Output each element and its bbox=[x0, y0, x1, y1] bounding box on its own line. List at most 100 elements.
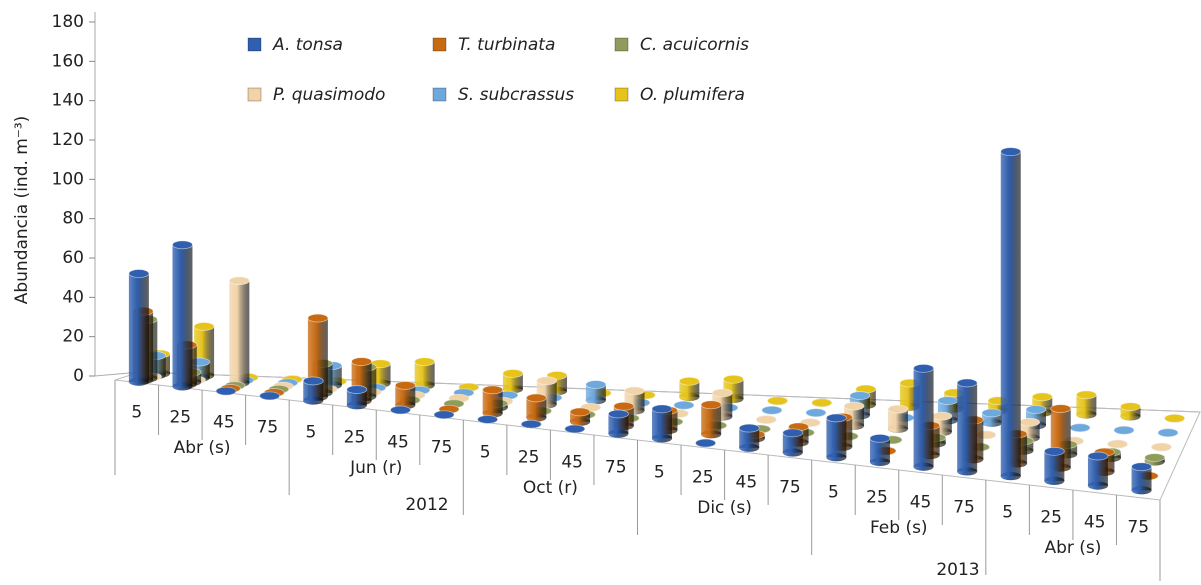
bar-body bbox=[414, 361, 435, 386]
bar bbox=[1164, 413, 1186, 423]
bar bbox=[215, 386, 237, 396]
legend-label: P. quasimodo bbox=[273, 85, 385, 105]
bar-body bbox=[1044, 451, 1065, 481]
bar-top bbox=[843, 401, 865, 411]
legend-swatch bbox=[247, 87, 262, 102]
x-tick-label: 5 bbox=[654, 463, 665, 483]
bar-top bbox=[525, 393, 547, 403]
bar bbox=[1157, 428, 1179, 438]
x-tick-label: 45 bbox=[1084, 513, 1106, 533]
bar bbox=[128, 269, 150, 386]
x-tick-label: 75 bbox=[953, 498, 975, 518]
bar bbox=[1144, 453, 1166, 466]
bar bbox=[228, 276, 250, 388]
bar bbox=[477, 415, 499, 424]
bar-body bbox=[395, 385, 416, 406]
x-tick-label: 45 bbox=[213, 413, 235, 433]
bar-top bbox=[782, 428, 804, 438]
bar-top bbox=[811, 398, 833, 408]
bar-body bbox=[679, 381, 700, 397]
bar bbox=[394, 381, 416, 410]
y-tick-label: 40 bbox=[62, 287, 84, 307]
x-tick-label: 45 bbox=[910, 493, 932, 513]
bar-top bbox=[624, 386, 645, 396]
bar-top bbox=[956, 378, 978, 388]
bar-body bbox=[128, 273, 149, 382]
bar-top bbox=[1019, 417, 1041, 427]
bar-top bbox=[520, 419, 542, 429]
bar bbox=[981, 408, 1003, 427]
bar-top bbox=[215, 386, 237, 396]
legend-label: C. acuicornis bbox=[640, 35, 749, 55]
bar-top bbox=[128, 269, 150, 278]
bar-top bbox=[585, 380, 607, 389]
bar-top bbox=[1157, 428, 1179, 438]
legend-label: T. turbinata bbox=[458, 35, 555, 55]
bar bbox=[346, 385, 368, 410]
bar-top bbox=[259, 391, 281, 401]
bar-top bbox=[502, 369, 524, 378]
y-tick-label: 0 bbox=[73, 366, 84, 386]
legend-swatch bbox=[614, 37, 629, 52]
bar bbox=[520, 419, 542, 429]
bar bbox=[1120, 402, 1141, 421]
bar-top bbox=[738, 423, 760, 433]
bar-body bbox=[585, 384, 606, 401]
group-label: Abr (s) bbox=[174, 438, 231, 458]
bar-body bbox=[887, 409, 908, 429]
bar bbox=[782, 428, 804, 457]
group-label: Dic (s) bbox=[697, 498, 752, 518]
bar-top bbox=[390, 405, 411, 415]
bar-top bbox=[307, 313, 329, 323]
bar-top bbox=[394, 381, 416, 390]
year-label: 2013 bbox=[936, 560, 979, 580]
bar-top bbox=[711, 388, 733, 398]
bar bbox=[525, 393, 547, 422]
x-tick-label: 25 bbox=[518, 448, 540, 468]
bar bbox=[1107, 439, 1128, 449]
bar bbox=[869, 433, 891, 467]
year-label: 2012 bbox=[405, 495, 448, 515]
bar-body bbox=[502, 373, 523, 390]
bar bbox=[887, 404, 909, 434]
legend-swatch bbox=[432, 87, 447, 102]
y-tick-label: 180 bbox=[52, 12, 84, 32]
bar bbox=[738, 423, 760, 453]
bar bbox=[678, 376, 700, 402]
bar-top bbox=[825, 413, 847, 423]
bar bbox=[1131, 462, 1152, 495]
bar-top bbox=[695, 438, 716, 448]
bar bbox=[673, 400, 695, 410]
bar-top bbox=[913, 363, 934, 373]
bar-top bbox=[931, 411, 953, 421]
bar-top bbox=[678, 376, 700, 386]
bar-top bbox=[1107, 439, 1128, 449]
bar bbox=[585, 380, 607, 405]
bar bbox=[956, 378, 978, 476]
bar-top bbox=[351, 357, 372, 366]
bar-top bbox=[1069, 423, 1091, 433]
bar-body bbox=[346, 389, 367, 406]
x-tick-label: 5 bbox=[306, 423, 317, 443]
bar bbox=[259, 391, 281, 401]
x-tick-label: 25 bbox=[866, 488, 888, 508]
bar-body bbox=[701, 404, 722, 435]
bar-body bbox=[869, 438, 890, 462]
y-axis-label: Abundancia (ind. m⁻³) bbox=[12, 116, 32, 305]
bar-top bbox=[193, 322, 215, 331]
bar-top bbox=[1131, 462, 1152, 472]
bar-top bbox=[346, 385, 368, 394]
x-tick-label: 25 bbox=[169, 408, 191, 428]
group-label: Feb (s) bbox=[870, 518, 928, 538]
bar-body bbox=[981, 412, 1002, 423]
x-tick-label: 5 bbox=[828, 483, 839, 503]
bar-body bbox=[826, 417, 847, 458]
bar-top bbox=[651, 404, 673, 414]
bar-top bbox=[1144, 453, 1166, 462]
bar-top bbox=[608, 409, 629, 419]
bar bbox=[651, 404, 673, 443]
legend-label: A. tonsa bbox=[272, 35, 343, 55]
bar bbox=[1043, 446, 1065, 486]
bar bbox=[825, 413, 847, 462]
